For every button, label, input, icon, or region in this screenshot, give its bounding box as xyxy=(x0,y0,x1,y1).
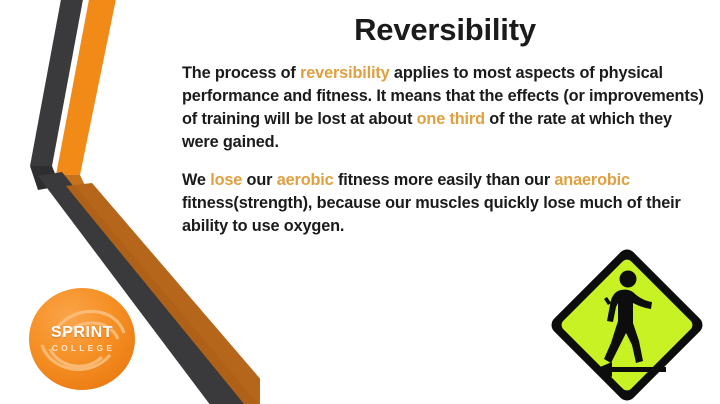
logo-swoosh-top2 xyxy=(60,321,120,340)
text-run-2: applies to most aspects of physical perf… xyxy=(182,64,704,129)
page-title: Reversibility xyxy=(354,12,536,47)
paragraph-2: We lose our aerobic fitness more easily … xyxy=(182,169,710,238)
chevron-gray-apex xyxy=(30,166,60,190)
text-run-2: our xyxy=(242,170,277,189)
highlighted-term-3: aerobic xyxy=(276,170,334,189)
highlighted-term-1: reversibility xyxy=(300,64,390,82)
chevron-orange-upper xyxy=(56,0,116,175)
pedestrian-figure-icon xyxy=(604,270,652,363)
sprint-college-logo: SPRINT COLLEGE xyxy=(28,287,136,391)
logo-circle xyxy=(29,288,135,390)
text-run-0: The process of xyxy=(182,64,301,82)
text-run-6: fitness(strength), because our muscles q… xyxy=(182,193,681,235)
logo-swoosh-top xyxy=(54,309,126,334)
logo-swoosh-bottom2 xyxy=(48,348,104,368)
paragraph-1: The process of reversibility applies to … xyxy=(182,62,710,155)
text-run-4: fitness more easily than our xyxy=(333,170,555,189)
chevron-gray-upper xyxy=(30,0,83,166)
pedestrian-crossing-sign xyxy=(551,249,703,401)
text-run-4: of the rate at which they were gained. xyxy=(182,110,672,152)
body-copy: The process of reversibility applies to … xyxy=(182,62,710,238)
highlighted-term-1: lose xyxy=(210,170,243,189)
chevron-orange-apex xyxy=(56,175,90,200)
text-run-0: We xyxy=(182,170,211,189)
highlighted-term-3: one third xyxy=(416,110,485,129)
logo-swoosh-bottom xyxy=(40,344,112,371)
highlighted-term-5: anaerobic xyxy=(554,170,630,189)
left-arrow-icon xyxy=(594,362,666,377)
